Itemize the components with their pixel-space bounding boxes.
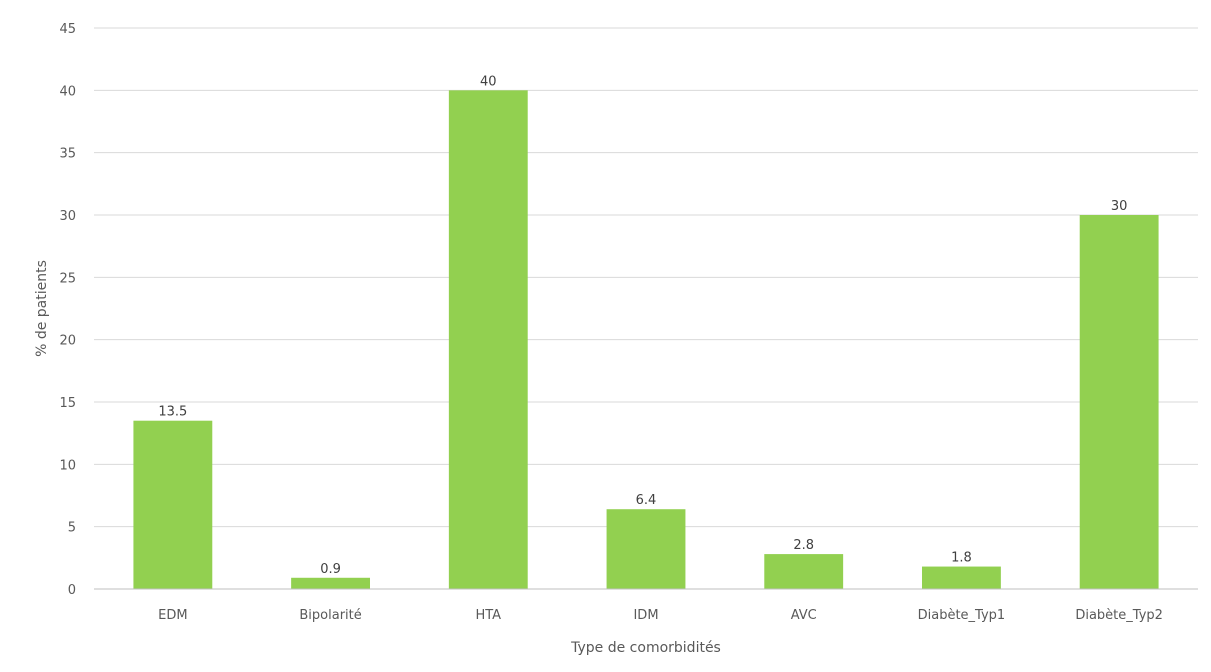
y-tick-label: 0 — [68, 583, 76, 598]
x-tick-label: Diabète_Typ2 — [1075, 608, 1163, 623]
data-label: 1.8 — [951, 551, 972, 566]
x-tick-label: HTA — [475, 608, 501, 623]
x-tick-label: AVC — [791, 608, 817, 623]
x-axis-title: Type de comorbidités — [570, 640, 721, 656]
data-labels: 13.5 0.9 40 6.4 2.8 1.8 30 — [158, 74, 1127, 576]
bar — [606, 509, 686, 589]
data-label: 6.4 — [636, 493, 657, 508]
y-axis-ticks: 0 5 10 15 20 25 30 35 40 45 — [59, 22, 76, 598]
y-tick-label: 5 — [68, 521, 76, 536]
data-label: 0.9 — [320, 562, 341, 577]
y-tick-label: 10 — [59, 458, 76, 473]
bar — [1079, 215, 1159, 589]
bar — [291, 577, 370, 589]
gridlines — [94, 27, 1198, 528]
x-tick-label: EDM — [158, 608, 187, 623]
data-label: 40 — [480, 74, 497, 89]
bar — [764, 554, 844, 589]
bars — [133, 90, 1159, 589]
data-label: 2.8 — [793, 538, 814, 553]
y-tick-label: 40 — [59, 84, 76, 99]
x-tick-label: Bipolarité — [299, 608, 361, 623]
y-tick-label: 15 — [59, 396, 76, 411]
y-tick-label: 20 — [59, 334, 76, 349]
bar — [922, 566, 1001, 589]
x-axis-ticks: EDM Bipolarité HTA IDM AVC Diabète_Typ1 Diabèt… — [158, 608, 1163, 623]
y-tick-label: 45 — [59, 22, 76, 37]
bar — [133, 420, 213, 589]
x-tick-label: IDM — [633, 608, 658, 623]
data-label: 13.5 — [158, 405, 187, 420]
data-label: 30 — [1111, 199, 1128, 214]
y-axis-title: % de patients — [34, 260, 50, 357]
y-tick-label: 35 — [59, 147, 76, 162]
x-tick-label: Diabète_Typ1 — [918, 608, 1006, 623]
y-tick-label: 25 — [59, 271, 76, 286]
y-tick-label: 30 — [59, 209, 76, 224]
bar — [448, 90, 528, 589]
